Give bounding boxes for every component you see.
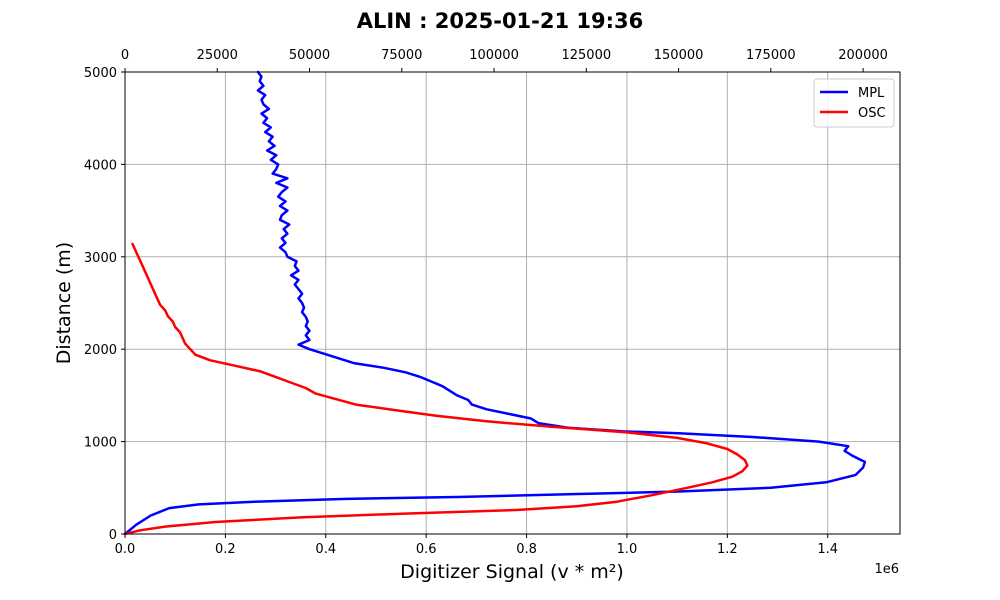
y-tick-label: 1000 [84,436,117,451]
x-axis-label: Digitizer Signal (v * m²) [400,561,624,583]
chart-title: ALIN : 2025-01-21 19:36 [357,9,644,33]
x-tick-label: 1.0 [617,542,638,557]
x-tick-label: 0.4 [315,542,336,557]
ticks-group: 0.0 0.2 0.4 0.6 0.8 1.0 1.2 1.40 25000 50000 75000… [84,48,888,557]
y-axis-label: Distance (m) [53,242,75,364]
legend-label-mpl: MPL [858,86,885,101]
y-tick-label: 5000 [84,66,117,81]
series-line-mpl [123,70,867,536]
y-tick-label: 4000 [84,158,117,173]
top-x-tick-label: 200000 [838,48,888,63]
series-group [123,70,867,536]
top-x-tick-label: 175000 [746,48,796,63]
top-x-tick-label: 0 [121,48,129,63]
top-x-tick-label: 150000 [654,48,704,63]
x-tick-label: 0.6 [416,542,437,557]
x-tick-label: 0.8 [516,542,537,557]
top-x-tick-label: 50000 [289,48,330,63]
x-tick-label: 1.2 [717,542,738,557]
legend-label-osc: OSC [858,106,886,121]
x-tick-label: 0.0 [115,542,136,557]
top-x-tick-label: 75000 [381,48,422,63]
x-scale-label: 1e6 [874,562,899,577]
top-x-tick-label: 25000 [197,48,238,63]
y-tick-label: 2000 [84,343,117,358]
y-tick-label: 0 [109,528,117,543]
axes-group [124,71,901,535]
top-x-tick-label: 100000 [469,48,519,63]
series-line-osc [123,242,749,536]
y-tick-label: 3000 [84,251,117,266]
legend: MPL OSC [813,78,895,128]
x-tick-label: 1.4 [817,542,838,557]
plot-frame [124,71,901,535]
x-tick-label: 0.2 [215,542,236,557]
top-x-tick-label: 125000 [561,48,611,63]
